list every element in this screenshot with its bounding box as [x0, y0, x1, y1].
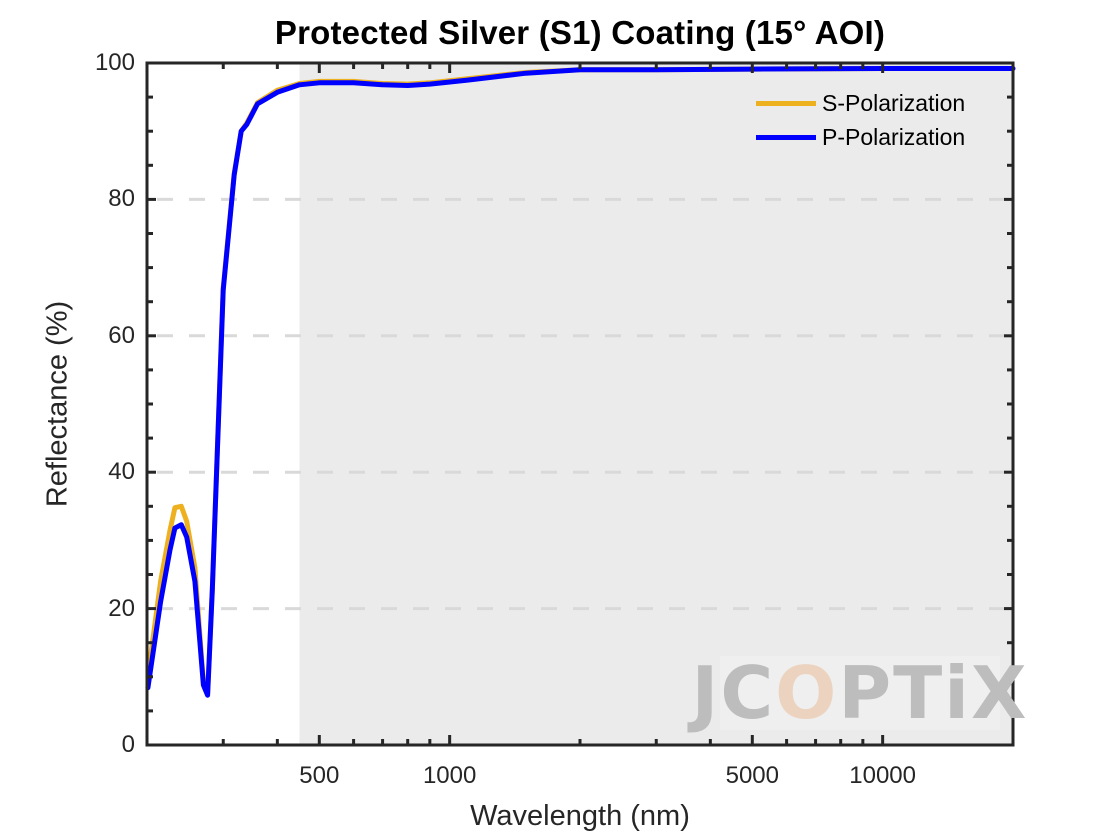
x-tick-label: 10000	[849, 762, 917, 789]
x-tick-label: 1000	[422, 762, 477, 789]
x-axis-label: Wavelength (nm)	[470, 800, 690, 832]
y-axis-label: Reflectance (%)	[41, 300, 74, 508]
x-tick-label: 500	[299, 762, 340, 789]
legend-item-p-polarization: P-Polarization	[756, 120, 965, 154]
y-tick-label: 20	[108, 594, 135, 622]
jcoptix-logo: JC O PTiX	[692, 651, 1026, 735]
x-tick-label: 5000	[725, 762, 779, 789]
shaded-region	[299, 63, 1014, 745]
legend-swatch-p	[756, 134, 816, 140]
gridlines	[147, 197, 1013, 611]
legend-item-s-polarization: S-Polarization	[756, 86, 965, 120]
y-tick-label: 80	[108, 185, 135, 213]
y-tick-label: 0	[121, 731, 135, 758]
legend-label-s: S-Polarization	[822, 89, 966, 116]
chart-title: Protected Silver (S1) Coating (15° AOI)	[274, 14, 886, 51]
data-series	[145, 66, 1016, 698]
axes	[145, 61, 1015, 747]
y-tick-label: 100	[94, 49, 135, 76]
logo-text-2: PTiX	[838, 651, 1029, 735]
y-tick-label: 40	[108, 458, 135, 486]
logo-text-accent: O	[775, 651, 839, 735]
legend: S-Polarization P-Polarization	[756, 86, 965, 154]
legend-label-p: P-Polarization	[822, 123, 966, 150]
y-tick-label: 60	[108, 321, 135, 349]
legend-swatch-s	[756, 100, 816, 106]
logo-text-1: JC	[691, 651, 776, 735]
